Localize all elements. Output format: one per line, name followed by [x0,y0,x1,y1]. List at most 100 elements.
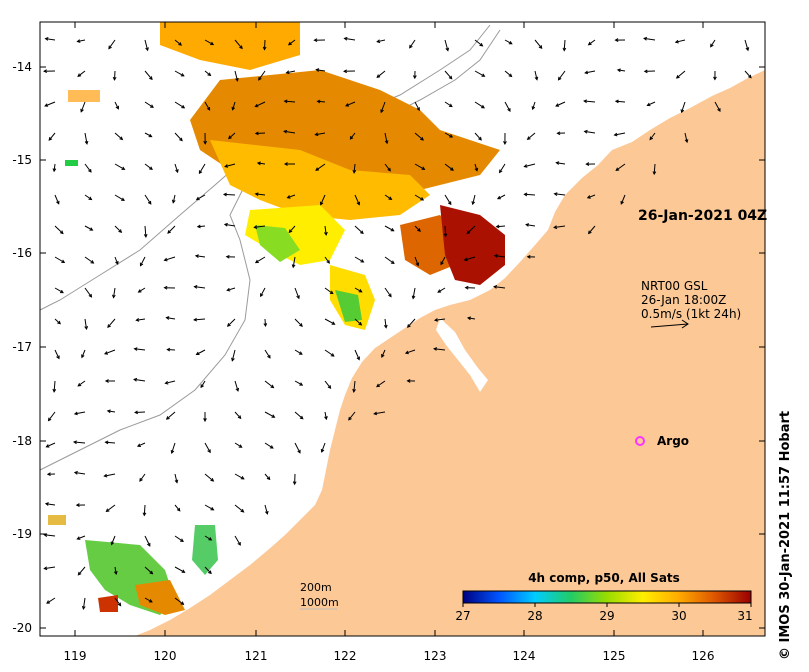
current-vector [234,39,243,49]
current-vector [374,411,386,415]
current-vector [106,504,116,512]
current-vector [234,535,241,546]
current-vector-head [315,68,320,72]
current-vector [555,101,566,107]
current-vector-head [287,41,292,46]
current-vector-head [553,225,558,230]
current-vector [472,194,476,205]
current-vector-head [440,261,444,266]
current-vector [108,39,116,49]
current-vector-head [150,104,154,108]
current-vector [444,225,447,237]
current-vector [588,39,596,46]
current-vector-head [77,571,82,576]
current-vector-head [264,510,269,515]
current-vector-head [170,450,175,454]
current-vector [354,349,360,360]
current-vector [204,566,212,574]
current-vector [54,287,64,294]
current-vector [414,194,424,201]
current-vector-head [254,192,259,197]
current-vector-head [267,354,271,359]
current-vector [405,349,416,354]
current-vector-head [376,39,381,44]
current-vector [264,39,266,50]
current-vector-head [447,201,452,206]
current-vector [584,100,596,103]
current-vector-head [613,132,618,137]
current-vector [144,535,151,547]
contour-200m [39,29,501,471]
current-vector [144,566,153,575]
current-vector [48,411,56,421]
current-vector-head [291,264,296,269]
current-vector-head [616,68,621,73]
current-vector-head [358,321,363,326]
colorbar-tick: 31 [737,609,752,623]
current-vector-head [61,259,66,264]
current-vector [264,380,274,388]
current-vector [234,504,244,513]
current-vector-head [149,166,153,171]
current-vector-head [84,140,89,145]
current-vector [144,101,154,108]
current-vector [53,163,56,172]
current-vector [649,132,656,140]
current-vector-head [420,137,425,141]
current-vector-head [135,318,140,322]
current-vector [527,132,536,140]
colorbar-tick: 27 [455,609,470,623]
current-vector [204,473,214,482]
current-vector [264,318,266,327]
current-vector-head [463,257,468,262]
current-vector [563,39,566,51]
current-vector [354,318,362,326]
current-vector [315,132,326,136]
current-vector-head [88,196,93,201]
current-vector [174,163,179,173]
land-mass [135,70,765,636]
colorbar-tick: 30 [671,609,686,623]
current-vector-head [59,230,64,235]
current-vector [234,70,238,82]
current-vector-head [508,73,513,78]
current-vector-head [108,45,112,50]
current-vector [474,70,485,77]
current-vector-head [143,233,148,238]
current-vector [384,194,392,200]
current-vector [138,287,146,293]
current-vector-head [299,382,304,386]
current-vector-head [206,106,211,111]
current-vector [223,193,236,196]
current-vector-head [713,76,717,81]
current-vector-head [266,476,271,481]
current-vector-head [493,285,498,289]
current-vector-head [646,102,651,107]
current-vector-head [503,141,507,146]
current-vector-head [176,507,181,512]
current-vector [53,380,56,392]
current-vector [354,287,362,293]
current-vector-head [481,73,486,77]
current-vector-head [195,351,200,355]
current-vector-head [203,140,208,145]
current-vector [81,349,86,358]
current-vector-head [437,289,442,293]
current-vector-head [538,45,543,49]
current-vector [44,534,56,537]
current-vector-head [288,229,293,234]
argo-marker [635,436,645,446]
current-vector-head [165,316,170,320]
current-vector-head [748,74,752,79]
current-vector-head [194,254,199,259]
current-vector [294,318,303,327]
current-vector-head [52,388,57,393]
current-vector-head [56,355,60,360]
current-vector-head [384,140,389,145]
current-vector-head [620,200,624,205]
current-vector [264,473,271,480]
current-vector [194,318,206,321]
current-vector-head [614,38,619,42]
current-vector-head [81,605,86,610]
